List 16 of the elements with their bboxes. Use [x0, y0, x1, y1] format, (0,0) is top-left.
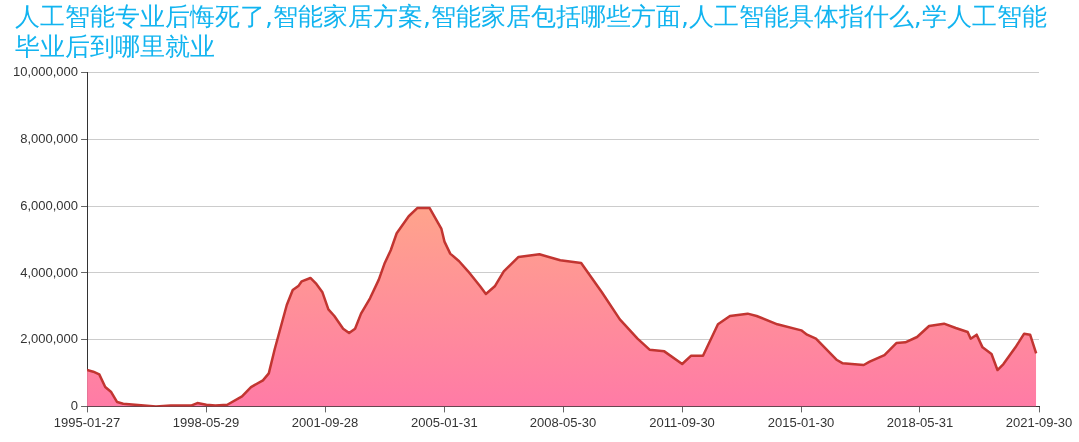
x-tick-label: 2015-01-30 — [767, 414, 835, 430]
x-tick-label: 2005-01-31 — [411, 414, 478, 430]
y-tick-label: 6,000,000 — [20, 197, 79, 213]
x-tick-label: 2001-09-28 — [291, 414, 359, 430]
x-tick-label: 1995-01-27 — [53, 414, 121, 430]
y-tick-label: 2,000,000 — [20, 331, 79, 347]
y-tick-label: 10,000,000 — [12, 64, 79, 80]
x-tick-label: 1998-05-29 — [172, 414, 240, 430]
chart-title: 人工智能专业后悔死了,智能家居方案,智能家居包括哪些方面,人工智能具体指什么,学人工智能毕业后到哪里就业 — [15, 2, 1048, 62]
x-tick-label: 2008-05-30 — [529, 414, 597, 430]
y-tick-label: 0 — [70, 397, 79, 413]
x-tick-label: 2021-09-30 — [1005, 414, 1073, 430]
x-tick-label: 2011-09-30 — [649, 414, 715, 430]
y-tick-label: 4,000,000 — [20, 264, 79, 280]
x-tick-label: 2018-05-31 — [886, 414, 954, 430]
y-tick-label: 8,000,000 — [20, 131, 79, 147]
